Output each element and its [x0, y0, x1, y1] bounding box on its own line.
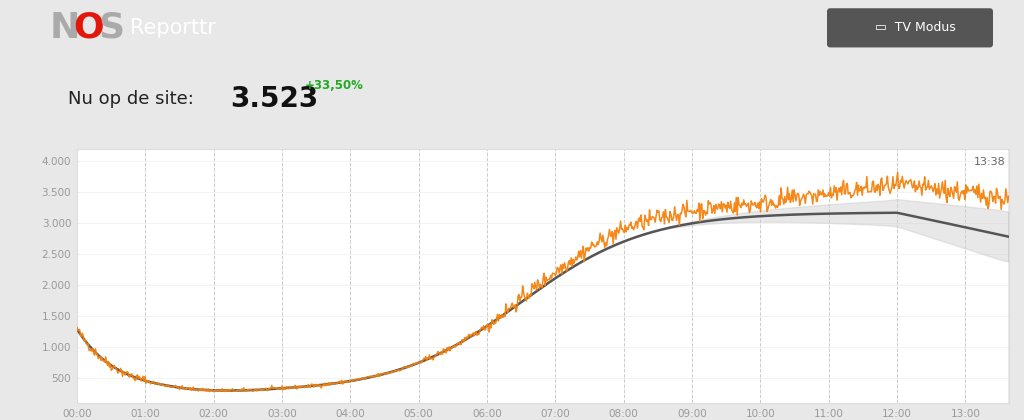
Text: Nu op de site:: Nu op de site:: [68, 90, 194, 108]
Text: 3.523: 3.523: [230, 85, 318, 113]
Text: N: N: [50, 11, 80, 45]
Text: +33,50%: +33,50%: [305, 79, 364, 92]
Text: ▭  TV Modus: ▭ TV Modus: [874, 21, 955, 34]
Text: O: O: [73, 11, 103, 45]
FancyBboxPatch shape: [827, 8, 993, 47]
Text: S: S: [98, 11, 124, 45]
Text: 13:38: 13:38: [974, 157, 1006, 167]
Text: Reporttr: Reporttr: [130, 18, 216, 38]
